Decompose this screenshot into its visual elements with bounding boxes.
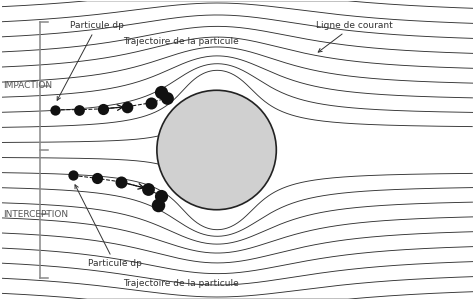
Point xyxy=(154,203,162,208)
Text: Trajectoire de la particule: Trajectoire de la particule xyxy=(123,279,238,288)
Text: Particule dp: Particule dp xyxy=(57,21,124,100)
Text: INTERCEPTION: INTERCEPTION xyxy=(3,210,68,219)
Point xyxy=(94,176,101,181)
Point xyxy=(158,194,165,199)
Point xyxy=(163,95,171,100)
Text: IMPACTION: IMPACTION xyxy=(3,81,52,90)
Point xyxy=(123,104,131,109)
Point xyxy=(69,173,77,178)
Point xyxy=(52,107,59,112)
Point xyxy=(117,180,125,184)
Text: Particule dp: Particule dp xyxy=(75,185,142,268)
Text: Trajectoire de la particule: Trajectoire de la particule xyxy=(123,37,238,46)
Point xyxy=(99,106,107,111)
Circle shape xyxy=(157,90,276,210)
Point xyxy=(158,89,165,94)
Point xyxy=(76,107,83,112)
Point xyxy=(144,186,152,191)
Text: Ligne de courant: Ligne de courant xyxy=(315,21,392,52)
Point xyxy=(147,100,155,105)
